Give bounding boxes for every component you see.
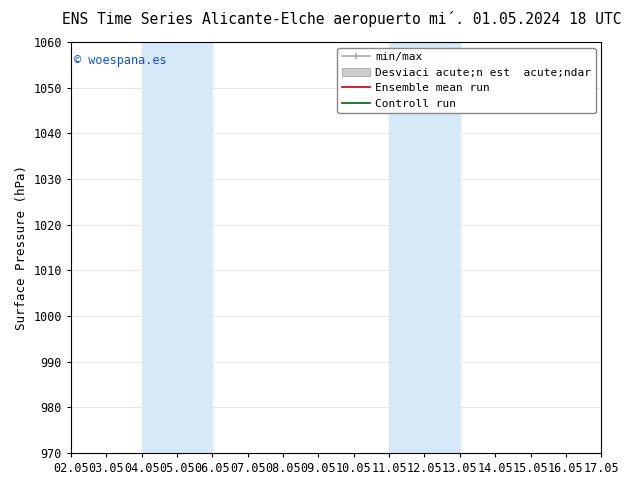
Bar [142,42,212,453]
Text: © woespana.es: © woespana.es [74,54,166,68]
Y-axis label: Surface Pressure (hPa): Surface Pressure (hPa) [15,165,28,330]
Text: mi´. 01.05.2024 18 UTC: mi´. 01.05.2024 18 UTC [429,12,621,27]
Text: ENS Time Series Alicante-Elche aeropuerto: ENS Time Series Alicante-Elche aeropuert… [61,12,420,27]
Legend: min/max, Desviaci acute;n est  acute;ndar, Ensemble mean run, Controll run: min/max, Desviaci acute;n est acute;ndar… [337,48,595,113]
Bar [389,42,460,453]
